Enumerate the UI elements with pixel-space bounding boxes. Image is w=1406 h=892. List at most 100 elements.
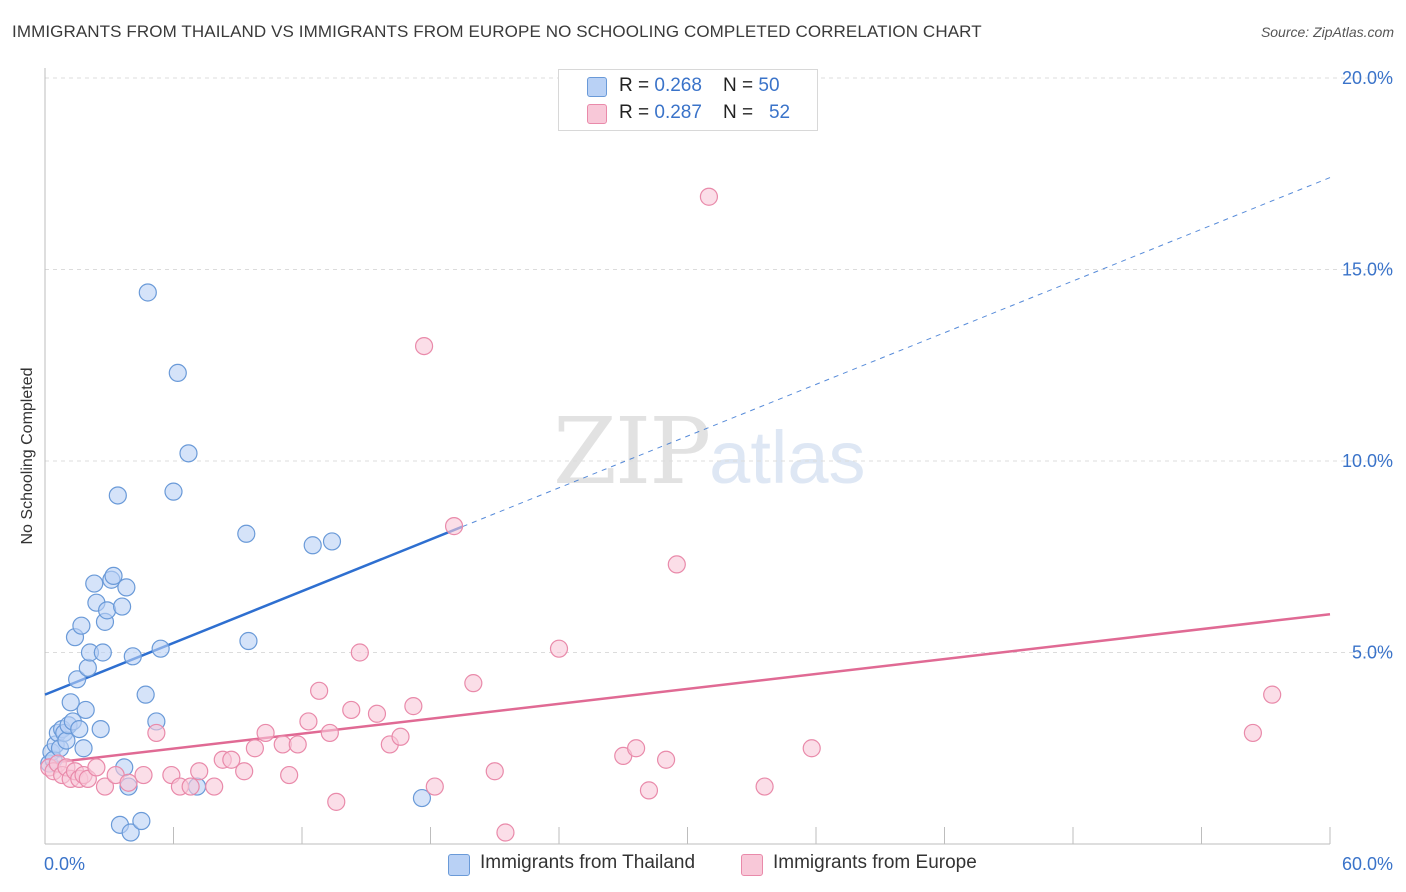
legend-item-label: Immigrants from Europe — [773, 852, 977, 873]
europe-point — [181, 777, 200, 796]
europe-point — [205, 777, 224, 796]
thailand-point — [123, 647, 142, 666]
europe-point — [119, 773, 138, 792]
europe-point — [280, 765, 299, 785]
europe-point — [134, 765, 153, 785]
europe-point — [391, 727, 410, 746]
thailand-swatch — [448, 854, 470, 876]
correlation-legend: R = 0.268 N = 50 R = 0.287 N = 52 — [558, 69, 818, 131]
europe-point — [1263, 685, 1282, 704]
europe-swatch — [741, 854, 763, 876]
r-label: R = — [619, 75, 655, 96]
thailand-point — [74, 739, 93, 758]
europe-point — [464, 674, 483, 693]
legend-row-text: R = 0.287 N = 52 — [619, 102, 790, 124]
europe-point — [414, 337, 434, 356]
thailand-point — [303, 536, 322, 555]
thailand-point — [164, 482, 183, 501]
europe-point — [639, 781, 659, 800]
data-points — [40, 187, 1282, 842]
n-label: N = — [723, 75, 759, 96]
r-value: 0.268 — [654, 75, 702, 96]
n-value: 50 — [758, 75, 780, 96]
europe-point — [626, 739, 646, 758]
europe-point — [802, 739, 821, 758]
thailand-point — [168, 363, 187, 383]
tick-labels: 5.0% 10.0% 15.0% 20.0% 0.0% 60.0% — [44, 68, 1393, 874]
n-value: 52 — [768, 102, 791, 123]
europe-point — [367, 704, 387, 723]
europe-point — [310, 681, 329, 700]
thailand-point — [104, 566, 123, 586]
thailand-swatch — [587, 77, 607, 97]
europe-point — [1243, 723, 1263, 743]
thailand-point — [78, 658, 97, 677]
europe-point — [496, 823, 515, 842]
europe-point — [256, 723, 275, 743]
r-value: 0.287 — [654, 102, 702, 123]
thailand-point — [412, 788, 432, 808]
thailand-trend-extension — [462, 177, 1331, 528]
europe-point — [656, 750, 676, 769]
europe-point — [444, 517, 464, 536]
thailand-point — [151, 639, 170, 658]
europe-point — [350, 643, 369, 662]
x-tick-label: 0.0% — [44, 854, 85, 874]
thailand-point — [179, 444, 198, 463]
europe-point — [755, 777, 774, 796]
thailand-point — [237, 524, 256, 543]
r-label: R = — [619, 102, 655, 123]
europe-trend-line — [44, 612, 1331, 765]
thailand-point — [98, 601, 117, 620]
europe-point — [667, 555, 686, 574]
thailand-point — [117, 578, 136, 597]
europe-point — [425, 777, 444, 796]
thailand-point — [322, 532, 342, 551]
europe-point — [485, 762, 504, 781]
legend-row-text: R = 0.268 N = 50 — [619, 75, 780, 97]
thailand-point — [138, 283, 157, 302]
chart-title: IMMIGRANTS FROM THAILAND VS IMMIGRANTS F… — [12, 22, 982, 41]
x-tick-label: 60.0% — [1342, 854, 1393, 874]
legend-item-label: Immigrants from Thailand — [480, 852, 696, 873]
europe-point — [342, 700, 361, 720]
thailand-point — [72, 616, 91, 635]
thailand-point — [136, 685, 155, 704]
thailand-point — [85, 574, 104, 593]
thailand-point — [112, 597, 132, 616]
europe-swatch — [587, 104, 607, 124]
trend-lines — [44, 177, 1331, 765]
y-tick-label: 5.0% — [1352, 643, 1393, 663]
n-label: N = — [723, 102, 759, 123]
europe-point — [245, 739, 264, 758]
europe-point — [95, 777, 115, 796]
europe-point — [404, 697, 423, 716]
europe-point — [327, 792, 346, 811]
europe-point — [190, 762, 209, 781]
grid-lines — [45, 77, 1392, 653]
europe-point — [235, 762, 254, 781]
thailand-trend-line — [44, 525, 464, 696]
source-label: Source: ZipAtlas.com — [1260, 24, 1394, 40]
europe-point — [299, 712, 318, 731]
europe-point — [87, 758, 106, 777]
thailand-point — [76, 700, 95, 720]
europe-point — [147, 723, 166, 743]
y-tick-label: 15.0% — [1342, 260, 1393, 280]
y-tick-label: 20.0% — [1342, 68, 1393, 88]
watermark: ZIPatlas — [553, 398, 865, 505]
thailand-point — [70, 719, 89, 739]
watermark-zip: ZIP — [553, 398, 711, 505]
series-legend: Immigrants from Thailand Immigrants from… — [0, 852, 1406, 878]
thailand-point — [91, 719, 110, 739]
europe-point — [320, 723, 339, 743]
thailand-point — [68, 670, 87, 689]
europe-point — [222, 750, 241, 769]
europe-point — [699, 187, 719, 206]
thailand-point — [239, 631, 258, 651]
thailand-point — [132, 811, 151, 831]
europe-point — [288, 735, 307, 754]
y-tick-label: 10.0% — [1342, 451, 1393, 471]
watermark-atlas: atlas — [709, 416, 866, 499]
